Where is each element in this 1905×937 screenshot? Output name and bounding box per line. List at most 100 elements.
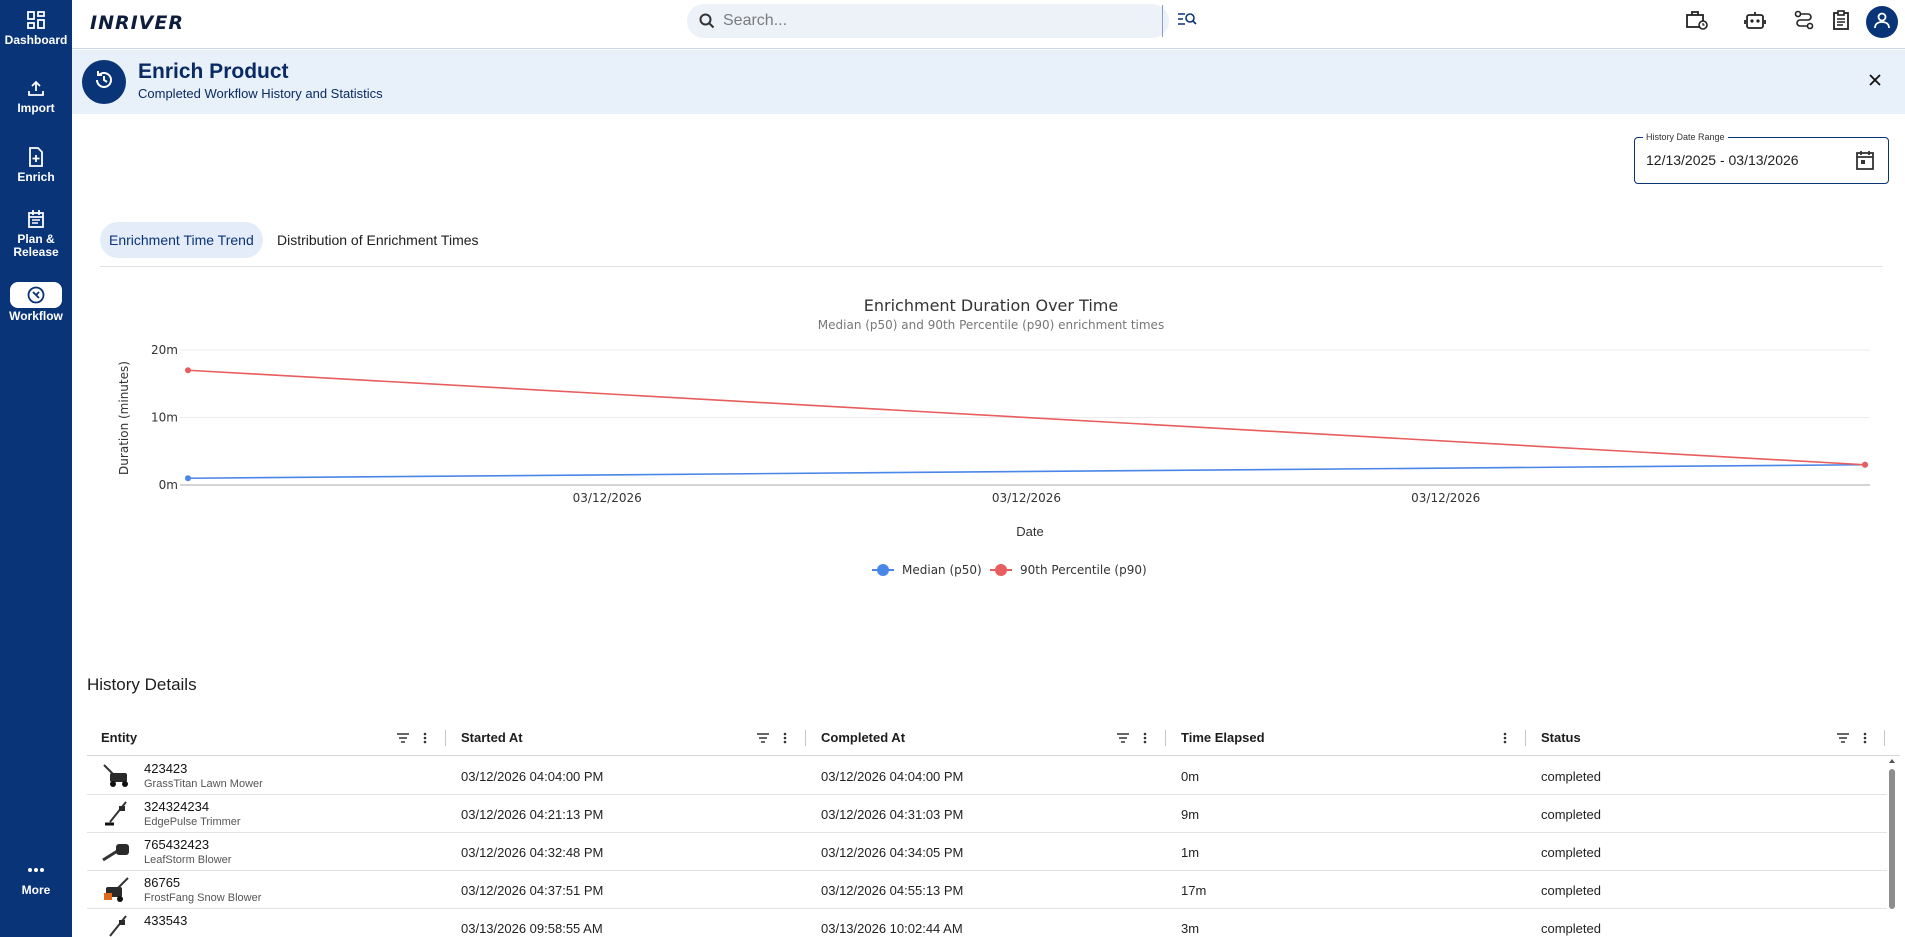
robot-icon xyxy=(1744,10,1766,35)
column-separator[interactable] xyxy=(1165,730,1166,746)
time-elapsed: 17m xyxy=(1181,883,1207,898)
entity-name: LeafStorm Blower xyxy=(144,854,232,866)
tab-distribution-enrichment-times[interactable]: Distribution of Enrichment Times xyxy=(277,232,479,248)
y-tick-label: 10m xyxy=(151,411,178,425)
table-row[interactable]: 433543 03/13/2026 09:58:55 AM 03/13/2026… xyxy=(87,909,1887,937)
briefcase-clock-button[interactable] xyxy=(1685,10,1709,34)
bot-button[interactable] xyxy=(1743,10,1767,34)
started-at: 03/12/2026 04:37:51 PM xyxy=(461,883,604,898)
page-title: Enrich Product xyxy=(138,60,289,83)
sidebar-item-enrich[interactable]: Enrich xyxy=(0,145,72,184)
table-header: Entity Started At Completed At Time Elap… xyxy=(87,720,1900,756)
workflow-route-button[interactable] xyxy=(1792,10,1816,34)
column-separator[interactable] xyxy=(445,730,446,746)
table-row[interactable]: 765432423 LeafStorm Blower 03/12/2026 04… xyxy=(87,833,1887,871)
started-at: 03/12/2026 04:04:00 PM xyxy=(461,769,604,784)
series-line-p90 xyxy=(187,369,1866,466)
sidebar-item-plan-release[interactable]: Plan & Release xyxy=(0,207,72,259)
table-row[interactable]: 86765 FrostFang Snow Blower 03/12/2026 0… xyxy=(87,871,1887,909)
sidebar-item-import[interactable]: Import xyxy=(0,76,72,115)
user-avatar[interactable] xyxy=(1866,6,1898,38)
sidebar-item-workflow[interactable]: Workflow xyxy=(0,282,72,323)
status: completed xyxy=(1541,845,1601,860)
upload-icon xyxy=(23,76,49,100)
x-tick-label: 03/12/2026 xyxy=(573,491,642,505)
column-header-started-at[interactable]: Started At xyxy=(461,730,523,745)
sidebar: Dashboard Import Enrich Plan & Release W… xyxy=(0,0,72,937)
history-date-range[interactable]: History Date Range 12/13/2025 - 03/13/20… xyxy=(1634,132,1889,184)
workflow-icon xyxy=(10,282,62,308)
sidebar-item-more[interactable]: More xyxy=(0,858,72,897)
filter-icon[interactable] xyxy=(1836,731,1850,745)
history-details-title: History Details xyxy=(87,675,197,694)
entity-id: 86765 xyxy=(144,875,181,890)
column-menu-icon[interactable] xyxy=(1498,731,1512,745)
column-menu-icon[interactable] xyxy=(1138,731,1152,745)
route-icon xyxy=(1794,10,1814,35)
scroll-up-icon[interactable] xyxy=(1888,757,1896,765)
column-menu-icon[interactable] xyxy=(1858,731,1872,745)
y-tick-label: 0m xyxy=(159,478,178,492)
status: completed xyxy=(1541,883,1601,898)
column-menu-icon[interactable] xyxy=(418,731,432,745)
more-icon xyxy=(23,858,49,882)
entity-id: 433543 xyxy=(144,913,188,928)
sidebar-item-label: Import xyxy=(17,101,55,115)
page-header: Enrich Product Completed Workflow Histor… xyxy=(72,50,1905,114)
series-line-median xyxy=(187,463,1866,480)
table-scrollbar[interactable] xyxy=(1888,757,1896,937)
entity-id: 423423 xyxy=(144,761,188,776)
status: completed xyxy=(1541,769,1601,784)
data-point xyxy=(1862,461,1868,468)
column-header-entity[interactable]: Entity xyxy=(101,730,138,745)
time-elapsed: 9m xyxy=(1181,807,1200,822)
entity-name: GrassTitan Lawn Mower xyxy=(144,778,263,790)
time-elapsed: 3m xyxy=(1181,921,1200,936)
entity-name: EdgePulse Trimmer xyxy=(144,816,241,828)
tabs-divider xyxy=(100,266,1883,267)
table-row[interactable]: 324324234 EdgePulse Trimmer 03/12/2026 0… xyxy=(87,795,1887,833)
close-button[interactable] xyxy=(1865,72,1885,92)
chart-title: Enrichment Duration Over Time xyxy=(864,296,1118,315)
started-at: 03/12/2026 04:32:48 PM xyxy=(461,845,604,860)
product-thumbnail-trimmer xyxy=(101,914,131,937)
column-menu-icon[interactable] xyxy=(778,731,792,745)
calendar-icon xyxy=(23,207,49,231)
filter-icon[interactable] xyxy=(756,731,770,745)
legend-label: Median (p50) xyxy=(902,563,982,577)
column-separator[interactable] xyxy=(1884,730,1885,746)
column-header-status[interactable]: Status xyxy=(1541,730,1581,745)
column-separator[interactable] xyxy=(1525,730,1526,746)
x-tick-label: 03/12/2026 xyxy=(992,491,1061,505)
search-box xyxy=(687,4,1169,38)
completed-at: 03/13/2026 10:02:44 AM xyxy=(821,921,963,936)
sidebar-item-label: Dashboard xyxy=(4,33,68,47)
filter-icon[interactable] xyxy=(396,731,410,745)
advanced-search-button[interactable] xyxy=(1162,5,1210,37)
calendar-icon[interactable] xyxy=(1856,150,1874,175)
filter-icon[interactable] xyxy=(1116,731,1130,745)
entity-id: 765432423 xyxy=(144,837,210,852)
enrichment-duration-chart: Enrichment Duration Over Time Median (p5… xyxy=(117,296,1870,577)
product-thumbnail-trimmer xyxy=(101,800,131,828)
column-header-completed-at[interactable]: Completed At xyxy=(821,730,906,745)
data-point xyxy=(185,367,191,374)
started-at: 03/12/2026 04:21:13 PM xyxy=(461,807,604,822)
scroll-thumb[interactable] xyxy=(1889,769,1895,909)
column-separator[interactable] xyxy=(805,730,806,746)
x-tick-label: 03/12/2026 xyxy=(1411,491,1480,505)
column-header-time-elapsed[interactable]: Time Elapsed xyxy=(1181,730,1265,745)
sidebar-item-label: Workflow xyxy=(9,309,63,323)
tab-enrichment-time-trend[interactable]: Enrichment Time Trend xyxy=(100,222,263,258)
date-range-value[interactable]: 12/13/2025 - 03/13/2026 xyxy=(1646,152,1799,168)
search-input[interactable] xyxy=(723,9,1123,33)
enrich-icon xyxy=(23,145,49,169)
sidebar-item-dashboard[interactable]: Dashboard xyxy=(0,8,72,47)
table-row[interactable]: 423423 GrassTitan Lawn Mower 03/12/2026 … xyxy=(87,757,1887,795)
user-icon xyxy=(1873,11,1891,34)
x-axis-label: Date xyxy=(1016,524,1043,539)
clipboard-button[interactable] xyxy=(1829,9,1853,34)
status: completed xyxy=(1541,921,1601,936)
briefcase-clock-icon xyxy=(1686,10,1708,35)
legend-label: 90th Percentile (p90) xyxy=(1020,563,1147,577)
